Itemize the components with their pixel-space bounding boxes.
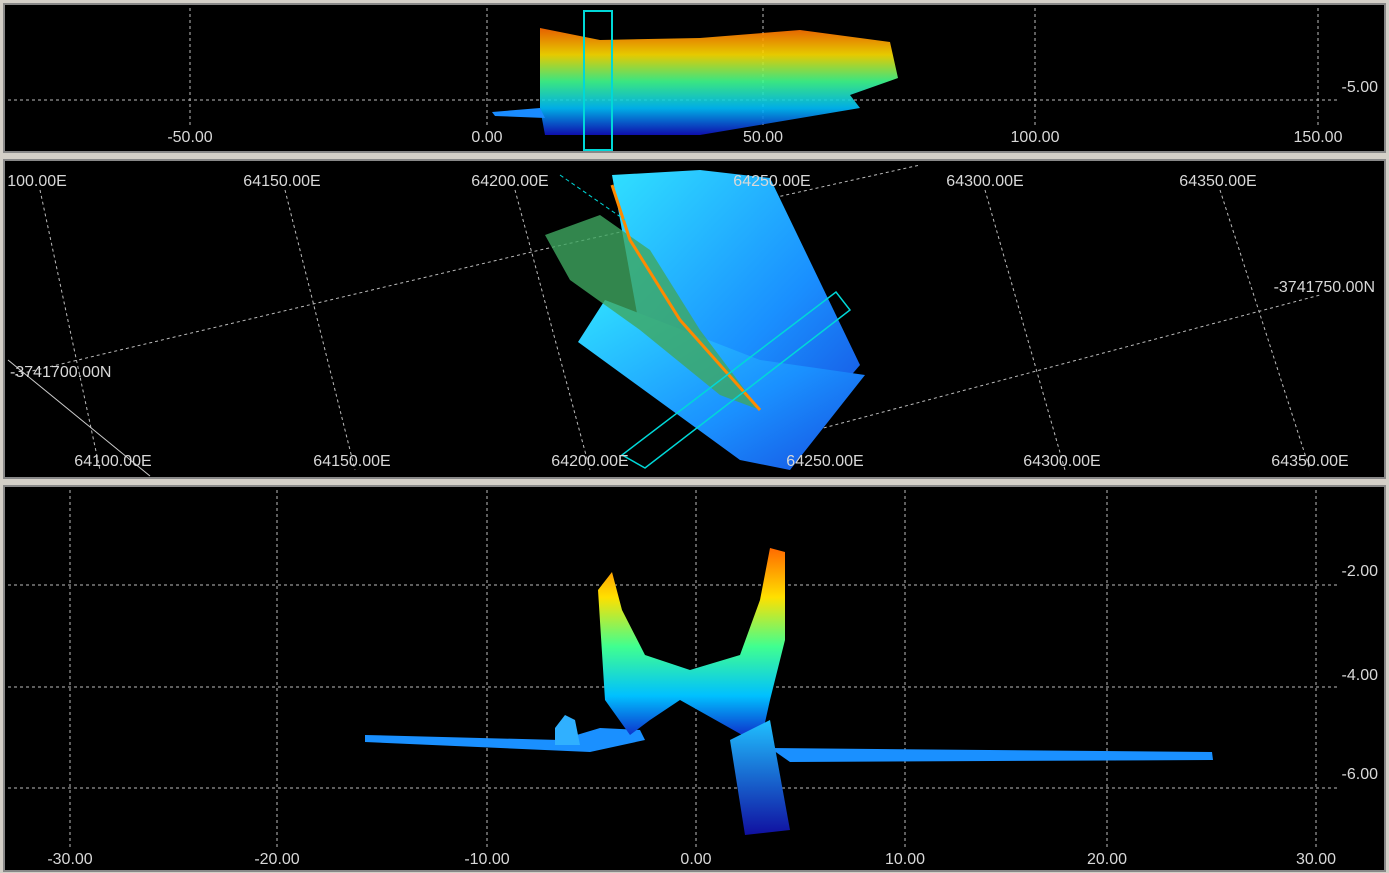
- x-tick-label: 64150.00E: [243, 173, 320, 190]
- x-tick-label: -50.00: [167, 129, 212, 146]
- x-tick-label: 10.00: [885, 851, 925, 868]
- x-tick-label: 64250.00E: [733, 173, 810, 190]
- x-tick-label: 64150.00E: [313, 453, 390, 470]
- x-tick-label: 50.00: [743, 129, 783, 146]
- x-tick-label: -10.00: [464, 851, 509, 868]
- x-tick-label: 0.00: [471, 129, 502, 146]
- y-tick-label: -3741700.00N: [10, 364, 111, 381]
- x-tick-label: 150.00: [1294, 129, 1343, 146]
- y-tick-label: -4.00: [1342, 667, 1379, 684]
- x-tick-label: -20.00: [254, 851, 299, 868]
- y-tick-label: -6.00: [1342, 766, 1379, 783]
- x-tick-label: 30.00: [1296, 851, 1336, 868]
- y-tick-label: -2.00: [1342, 563, 1379, 580]
- x-tick-label: 64350.00E: [1271, 453, 1348, 470]
- x-tick-label: 100.00E: [7, 173, 67, 190]
- x-tick-label: 64350.00E: [1179, 173, 1256, 190]
- x-tick-label: 64300.00E: [1023, 453, 1100, 470]
- x-tick-label: 64250.00E: [786, 453, 863, 470]
- x-tick-label: 100.00: [1011, 129, 1060, 146]
- x-tick-label: 20.00: [1087, 851, 1127, 868]
- x-tick-label: 64100.00E: [74, 453, 151, 470]
- x-tick-label: 0.00: [680, 851, 711, 868]
- y-tick-label: -5.00: [1342, 79, 1379, 96]
- x-tick-label: 64200.00E: [471, 173, 548, 190]
- x-tick-label: 64200.00E: [551, 453, 628, 470]
- screen: -50.00 0.00 50.00 100.00 150.00 -5.00 100.00E 6…: [0, 0, 1389, 873]
- y-tick-label: -3741750.00N: [1274, 279, 1375, 296]
- x-tick-label: -30.00: [47, 851, 92, 868]
- x-tick-label: 64300.00E: [946, 173, 1023, 190]
